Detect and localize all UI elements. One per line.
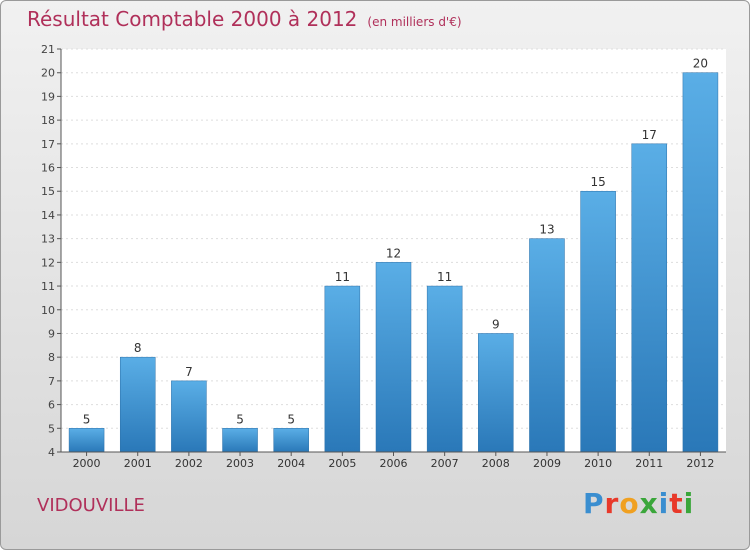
bar-2007 — [426, 285, 463, 453]
y-tick-label: 13 — [41, 233, 55, 246]
chart-title: Résultat Comptable 2000 à 2012 (en millie… — [27, 7, 462, 31]
bar-2000 — [68, 428, 105, 453]
y-tick-label: 9 — [48, 327, 55, 340]
data-label-2006: 12 — [386, 246, 401, 260]
logo-letter: i — [683, 487, 695, 520]
y-tick-label: 8 — [48, 351, 55, 364]
x-tick-label-2000: 2000 — [73, 457, 101, 470]
x-tick-label-2012: 2012 — [686, 457, 714, 470]
bar-2001 — [119, 356, 156, 453]
logo-letter: i — [658, 487, 670, 520]
bars: 5 8 7 5 5 11 12 11 9 13 15 17 20 — [68, 57, 719, 453]
y-tick-label: 5 — [48, 422, 55, 435]
y-tick-label: 12 — [41, 256, 55, 269]
bar-2004 — [273, 428, 309, 453]
y-tick-label: 15 — [41, 185, 55, 198]
data-label-2001: 8 — [134, 341, 142, 355]
data-label-2004: 5 — [287, 412, 295, 426]
x-tick-label-2005: 2005 — [328, 457, 356, 470]
x-tick-label-2010: 2010 — [584, 457, 612, 470]
y-tick-label: 16 — [41, 162, 55, 175]
y-tick-label: 21 — [41, 43, 55, 56]
logo-letter: o — [619, 487, 640, 520]
data-label-2011: 17 — [642, 128, 657, 142]
data-label-2003: 5 — [236, 412, 244, 426]
data-label-2012: 20 — [693, 57, 708, 71]
bar-2005 — [324, 285, 361, 453]
x-tick-label-2007: 2007 — [431, 457, 459, 470]
y-tick-label: 7 — [48, 375, 55, 388]
y-tick-label: 10 — [41, 304, 55, 317]
y-axis: 4 5 6 7 8 9 10 11 12 13 14 15 16 17 18 19 20 21 — [41, 43, 62, 459]
bar-2006 — [375, 262, 412, 453]
x-tick-label-2006: 2006 — [380, 457, 408, 470]
y-tick-label: 11 — [41, 280, 55, 293]
data-label-2010: 15 — [590, 175, 605, 189]
bar-2010 — [580, 190, 616, 453]
bar-2003 — [222, 428, 258, 453]
commune-name: VIDOUVILLE — [37, 495, 145, 516]
logo-letter: P — [583, 487, 605, 520]
logo-letter: x — [639, 487, 659, 520]
y-tick-label: 18 — [41, 114, 55, 127]
logo-letter: t — [669, 487, 684, 520]
x-tick-label-2008: 2008 — [482, 457, 510, 470]
x-axis: 2000 2001 2002 2003 2004 2005 2006 2007 2008 2009… — [61, 451, 726, 470]
chart-subtitle: (en milliers d'€) — [367, 15, 462, 29]
title-text: Résultat Comptable 2000 à 2012 — [27, 7, 358, 31]
proxiti-logo: Proxiti — [583, 487, 694, 520]
y-tick-label: 17 — [41, 138, 55, 151]
bar-2009 — [529, 238, 565, 453]
data-label-2007: 11 — [437, 270, 452, 284]
y-tick-label: 14 — [41, 209, 55, 222]
y-tick-label: 19 — [41, 90, 55, 103]
y-tick-label: 6 — [48, 399, 55, 412]
data-label-2008: 9 — [492, 317, 500, 331]
bar-2012 — [682, 72, 719, 453]
y-tick-label: 4 — [48, 446, 55, 459]
x-tick-label-2003: 2003 — [226, 457, 254, 470]
data-label-2009: 13 — [539, 223, 554, 237]
logo-letter: r — [604, 487, 620, 520]
data-label-2002: 7 — [185, 365, 193, 379]
data-label-2000: 5 — [83, 412, 91, 426]
bar-2002 — [171, 380, 207, 453]
x-tick-label-2001: 2001 — [124, 457, 152, 470]
x-tick-label-2002: 2002 — [175, 457, 203, 470]
x-tick-label-2011: 2011 — [635, 457, 663, 470]
bar-2008 — [478, 333, 514, 453]
y-tick-label: 20 — [41, 67, 55, 80]
bar-2011 — [631, 143, 668, 453]
x-tick-label-2009: 2009 — [533, 457, 561, 470]
x-tick-label-2004: 2004 — [277, 457, 305, 470]
data-label-2005: 11 — [335, 270, 350, 284]
